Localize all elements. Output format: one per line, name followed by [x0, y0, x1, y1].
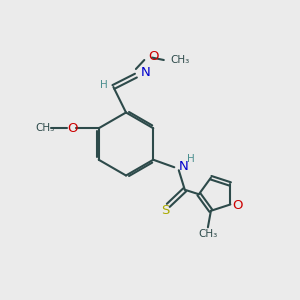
Text: O: O [232, 199, 242, 212]
Text: O: O [148, 50, 159, 64]
Text: N: N [141, 66, 151, 79]
Text: CH₃: CH₃ [170, 55, 190, 65]
Text: CH₃: CH₃ [198, 229, 218, 239]
Text: N: N [178, 160, 188, 172]
Text: S: S [161, 204, 170, 217]
Text: O: O [67, 122, 78, 135]
Text: H: H [100, 80, 108, 90]
Text: CH₃: CH₃ [36, 123, 55, 133]
Text: H: H [187, 154, 195, 164]
